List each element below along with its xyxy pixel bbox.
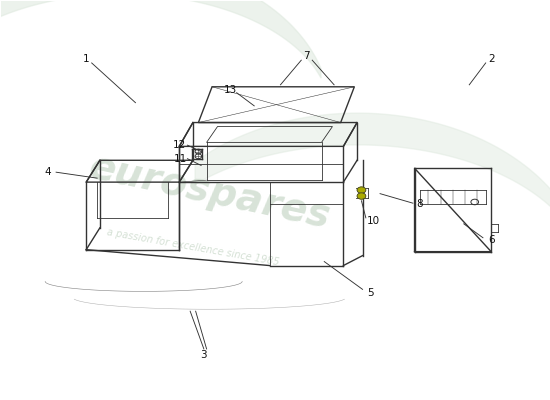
Text: 1: 1 [83,54,90,64]
Text: 13: 13 [223,85,236,95]
Text: 7: 7 [304,51,310,61]
Text: 5: 5 [367,288,374,298]
Circle shape [357,193,366,199]
Text: 10: 10 [367,216,380,226]
Text: 4: 4 [45,167,51,177]
Text: 2: 2 [488,54,494,64]
Text: 6: 6 [488,235,494,245]
Text: 8: 8 [417,199,424,209]
Text: 12: 12 [173,140,186,150]
Text: 11: 11 [174,154,188,164]
Text: 3: 3 [201,350,207,360]
Text: eurospares: eurospares [85,148,333,236]
Text: a passion for excellence since 1985: a passion for excellence since 1985 [106,228,280,268]
Circle shape [357,187,366,193]
